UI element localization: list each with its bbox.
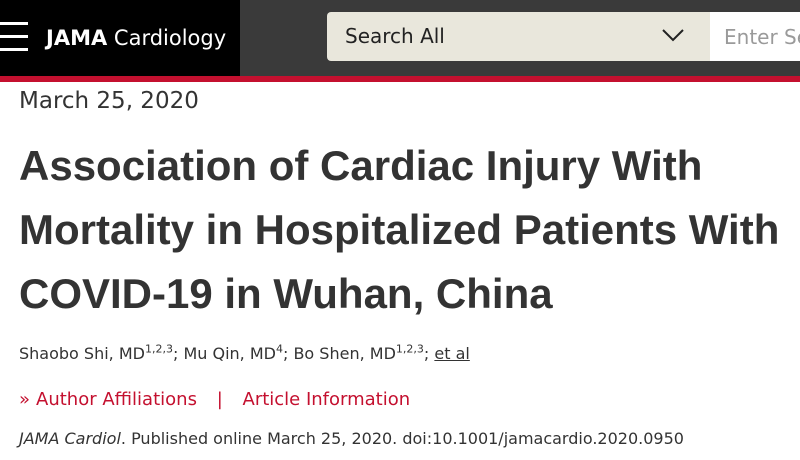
hamburger-menu-icon[interactable] xyxy=(0,20,30,54)
author-name[interactable]: Shaobo Shi, MD xyxy=(19,344,145,363)
author-affiliation-marker: 1,2,3 xyxy=(144,342,173,356)
link-separator: | xyxy=(216,389,223,410)
journal-logo[interactable]: JAMA Cardiology xyxy=(46,25,226,51)
double-chevron-right-icon: » xyxy=(19,389,31,410)
citation-line: JAMA Cardiol. Published online March 25,… xyxy=(19,428,684,450)
search-scope-select[interactable]: Search All xyxy=(327,12,710,61)
author-name[interactable]: Bo Shen, MD xyxy=(293,344,396,363)
brand-accent-bar xyxy=(0,76,800,82)
author-list: Shaobo Shi, MD1,2,3; Mu Qin, MD4; Bo She… xyxy=(19,342,470,363)
et-al-link[interactable]: et al xyxy=(434,344,470,363)
search-input[interactable] xyxy=(710,12,800,61)
citation-text: . Published online March 25, 2020. doi:1… xyxy=(120,429,684,448)
search-scope-label: Search All xyxy=(345,24,445,48)
chevron-down-icon xyxy=(662,29,684,42)
brand-block: JAMA Cardiology xyxy=(0,0,240,76)
article-title: Association of Cardiac Injury With Morta… xyxy=(19,142,780,317)
author-affiliation-marker: 1,2,3 xyxy=(395,342,424,356)
brand-light: Cardiology xyxy=(113,26,227,50)
publication-date: March 25, 2020 xyxy=(19,88,199,114)
author-affiliations-toggle[interactable]: » Author Affiliations xyxy=(19,389,197,410)
author-affiliations-label: Author Affiliations xyxy=(36,389,197,410)
journal-abbreviation: JAMA Cardiol xyxy=(19,429,121,448)
article-information-link[interactable]: Article Information xyxy=(242,389,411,410)
brand-bold: JAMA xyxy=(46,26,108,50)
author-affiliation-marker: 4 xyxy=(275,342,283,356)
article-info-links: » Author Affiliations | Article Informati… xyxy=(19,388,410,412)
author-name[interactable]: Mu Qin, MD xyxy=(183,344,276,363)
top-navigation-bar: JAMA Cardiology Search All xyxy=(0,0,800,76)
